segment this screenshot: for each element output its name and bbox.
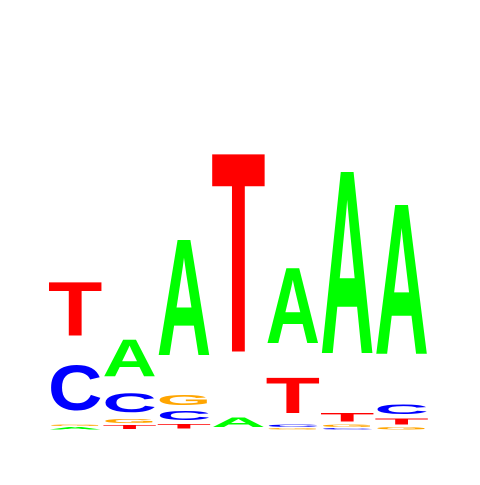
letter-c-pos1: C — [48, 352, 102, 423]
letter-a-pos1: A — [48, 426, 102, 430]
letter-a-pos4: A — [211, 415, 265, 430]
letter-t-pos4: T — [211, 92, 265, 412]
letter-g-pos6: G — [320, 424, 374, 428]
letter-g-pos1: G — [48, 424, 102, 426]
letter-t-pos1: T — [48, 266, 102, 352]
letter-a-pos5: A — [266, 244, 320, 366]
letter-g-pos2: G — [102, 418, 156, 424]
letter-c-pos2: C — [102, 388, 156, 418]
letter-g-pos5: G — [266, 428, 320, 430]
letter-a-pos3: A — [157, 205, 211, 391]
logo-column-4: AT — [211, 92, 265, 430]
letter-c-pos5: C — [266, 424, 320, 428]
letter-g-pos7: G — [374, 426, 428, 430]
letter-t-pos2: T — [102, 424, 156, 430]
letter-t-pos6: T — [320, 411, 375, 424]
letter-c-pos7: C — [374, 402, 428, 417]
letter-t-pos7: T — [374, 417, 428, 426]
letter-c-pos6: C — [320, 428, 374, 430]
letter-a-pos2: A — [102, 328, 156, 388]
letter-g-pos3: G — [157, 392, 211, 409]
letter-c-pos3: C — [157, 409, 211, 423]
letter-a-pos7: A — [374, 159, 428, 401]
letter-t-pos3: T — [157, 423, 211, 430]
letter-a-pos6: A — [320, 116, 374, 410]
letter-t-pos5: T — [266, 367, 320, 424]
